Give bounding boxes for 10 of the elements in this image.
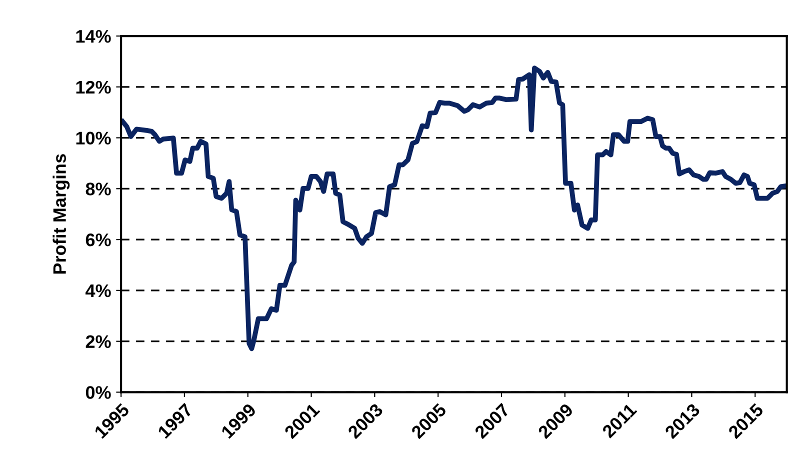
y-tick-label: 0% (86, 386, 111, 399)
y-tick-label: 10% (76, 132, 111, 145)
y-tick-label: 6% (86, 233, 111, 246)
line-series (121, 66, 787, 352)
y-axis-title: Profit Margins (52, 154, 70, 274)
y-tick-label: 2% (86, 335, 111, 348)
y-tick-label: 8% (86, 182, 111, 196)
y-tick-label: 4% (86, 284, 111, 298)
y-tick-label: 14% (76, 30, 111, 43)
y-tick-label: 12% (76, 80, 111, 94)
